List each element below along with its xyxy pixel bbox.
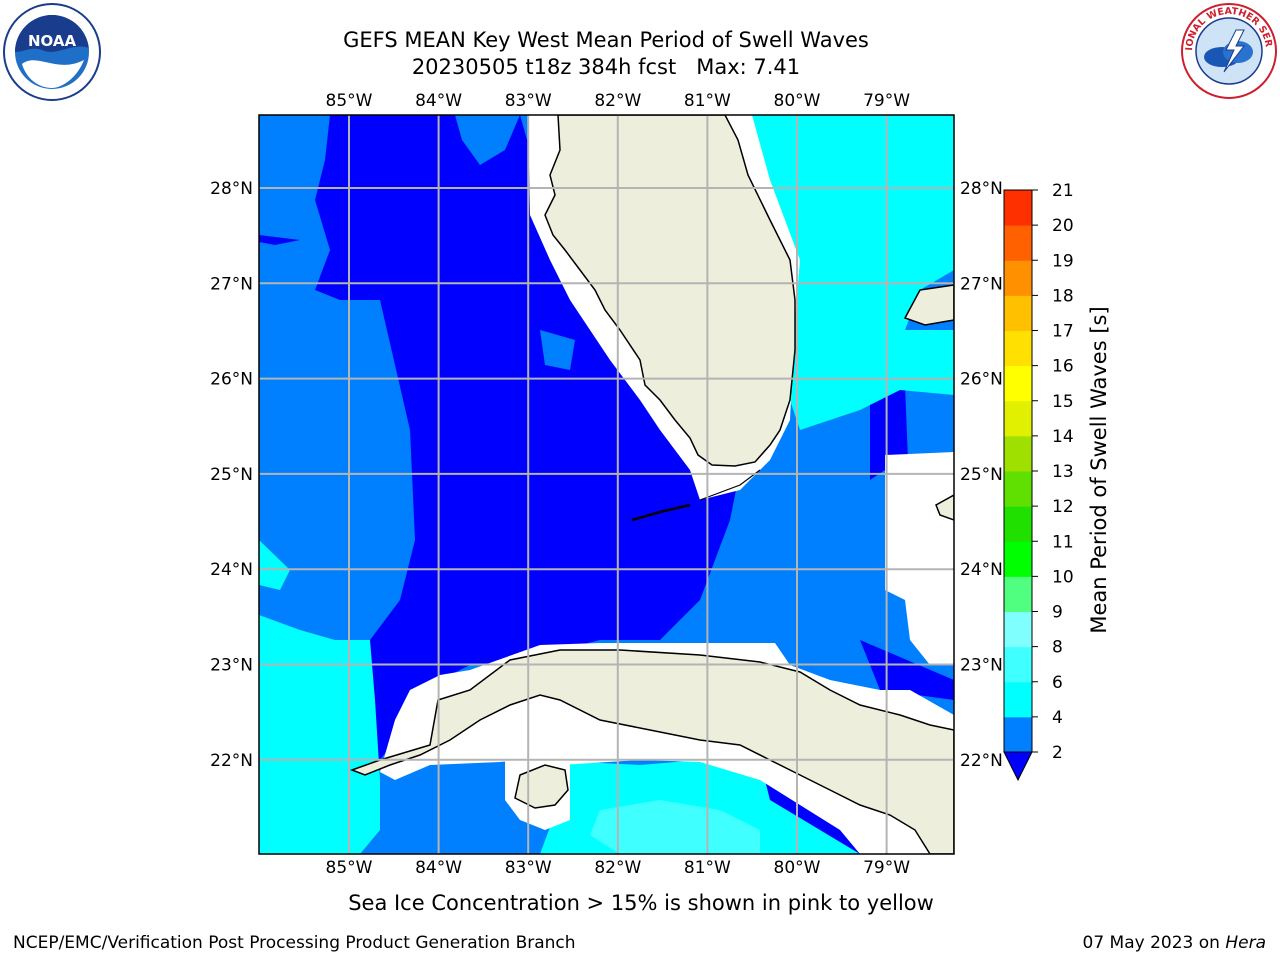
colorbar-ticks: 2 4 6 8 9 10 11 12 13 14 15 16 17 18 19 20 21 — [1032, 181, 1074, 763]
colorbar-segment — [1004, 681, 1032, 718]
colorbar-tick-label: 13 — [1052, 462, 1074, 482]
swell-field-8s — [590, 800, 760, 854]
lon-tick-label: 83°W — [505, 858, 552, 878]
colorbar-segment — [1004, 576, 1032, 612]
colorbar-under-arrow — [1003, 751, 1033, 782]
lat-tick-label: 28°N — [960, 179, 1003, 199]
lon-tick-label: 80°W — [774, 91, 821, 111]
map-ticks: 85°W 85°W 84°W 84°W 83°W 83°W 82°W 82°W 81°W 81°W… — [210, 91, 1003, 878]
colorbar-tick-label: 11 — [1052, 532, 1074, 552]
lat-tick-label: 28°N — [210, 179, 253, 199]
lon-tick-label: 85°W — [326, 858, 373, 878]
lon-tick-label: 84°W — [415, 858, 462, 878]
chart-title-line1: GEFS MEAN Key West Mean Period of Swell … — [343, 28, 869, 52]
swell-patch — [860, 640, 954, 700]
colorbar-tick-label: 2 — [1052, 743, 1063, 763]
colorbar-segment — [1004, 330, 1032, 367]
lat-tick-label: 25°N — [960, 465, 1003, 485]
lon-tick-label: 85°W — [326, 91, 373, 111]
colorbar-tick-label: 15 — [1052, 392, 1074, 412]
colorbar-segment — [1004, 646, 1032, 683]
lon-tick-label: 82°W — [594, 858, 641, 878]
colorbar-tick-label: 18 — [1052, 286, 1074, 306]
colorbar-tick-label: 9 — [1052, 603, 1063, 623]
footer-left: NCEP/EMC/Verification Post Processing Pr… — [13, 933, 576, 953]
map-frame — [258, 114, 955, 855]
noaa-logo: NOAA — [2, 2, 102, 102]
lat-tick-label: 26°N — [210, 370, 253, 390]
sea-ice-caption: Sea Ice Concentration > 15% is shown in … — [348, 891, 934, 915]
colorbar-segment — [1004, 435, 1032, 472]
colorbar-tick-label: 17 — [1052, 322, 1074, 342]
colorbar-tick-label: 14 — [1052, 427, 1074, 447]
colorbar-segment — [1004, 506, 1032, 542]
lon-tick-label: 84°W — [415, 91, 462, 111]
colorbar-tick-label: 6 — [1052, 673, 1063, 693]
lon-tick-label: 79°W — [863, 91, 910, 111]
swell-patch — [540, 330, 575, 370]
colorbar-label: Mean Period of Swell Waves [s] — [1087, 306, 1111, 633]
cuba-land — [349, 649, 954, 854]
swell-field-6s-ne — [750, 115, 954, 430]
colorbar-segment — [1004, 295, 1032, 331]
lat-tick-label: 22°N — [960, 751, 1003, 771]
colorbar-tick-label: 20 — [1052, 216, 1074, 236]
footer-date: 07 May 2023 on — [1082, 933, 1226, 953]
footer-right: 07 May 2023 on Hera — [1083, 933, 1267, 953]
colorbar-segment — [1004, 400, 1032, 437]
colorbar-segment — [1004, 471, 1032, 507]
nws-logo: NATIONAL WEATHER SERVICE — [1176, 0, 1278, 100]
colorbar-tick-label: 16 — [1052, 357, 1074, 377]
lon-tick-label: 80°W — [774, 858, 821, 878]
lat-tick-label: 27°N — [960, 274, 1003, 294]
colorbar-tick-label: 4 — [1052, 708, 1063, 728]
bahamas-land — [903, 284, 954, 326]
colorbar-segment — [1004, 225, 1032, 261]
lat-tick-label: 23°N — [210, 656, 253, 676]
lat-tick-label: 27°N — [210, 274, 253, 294]
colorbar-segment — [1004, 365, 1032, 402]
colorbar-segments — [1003, 189, 1033, 782]
bahamas-land — [935, 494, 954, 521]
footer-host: Hera — [1225, 933, 1266, 953]
lon-tick-label: 83°W — [505, 91, 552, 111]
colorbar-tick-label: 12 — [1052, 497, 1074, 517]
colorbar-segment — [1004, 190, 1032, 226]
colorbar-segment — [1004, 611, 1032, 648]
swell-patch — [259, 540, 290, 590]
lon-tick-label: 79°W — [863, 858, 910, 878]
lon-tick-label: 81°W — [684, 858, 731, 878]
lon-tick-label: 81°W — [684, 91, 731, 111]
colorbar-tick-label: 19 — [1052, 251, 1074, 271]
graticule — [259, 115, 954, 854]
colorbar-tick-label: 21 — [1052, 181, 1074, 201]
swell-patch — [455, 115, 520, 165]
lon-tick-label: 82°W — [594, 91, 641, 111]
lat-tick-label: 25°N — [210, 465, 253, 485]
florida-keys — [631, 503, 691, 522]
chart-title-line2: 20230505 t18z 384h fcst Max: 7.41 — [411, 55, 801, 79]
florida-keys — [699, 469, 761, 501]
lat-tick-label: 22°N — [210, 751, 253, 771]
colorbar-segment — [1004, 716, 1032, 753]
lat-tick-label: 24°N — [210, 560, 253, 580]
colorbar-segment — [1004, 260, 1032, 296]
swell-patch — [259, 235, 300, 245]
lat-tick-label: 26°N — [960, 370, 1003, 390]
lat-tick-label: 24°N — [960, 560, 1003, 580]
colorbar-segment — [1004, 541, 1032, 577]
lat-tick-label: 23°N — [960, 656, 1003, 676]
colorbar-tick-label: 8 — [1052, 638, 1063, 658]
colorbar-tick-label: 10 — [1052, 567, 1074, 587]
noaa-logo-text: NOAA — [28, 32, 77, 50]
